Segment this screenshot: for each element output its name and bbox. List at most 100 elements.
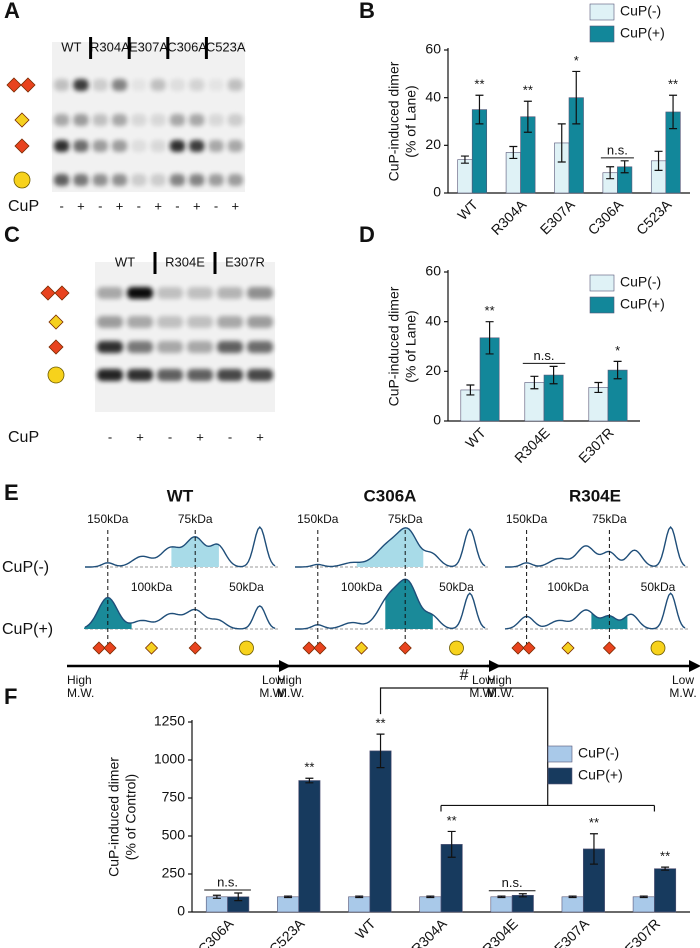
- bar: [457, 159, 473, 194]
- error-bar: [620, 160, 629, 174]
- error-bar: [606, 166, 615, 180]
- symbol-circle: [13, 171, 31, 189]
- legend-label: CuP(-): [620, 3, 661, 19]
- blot-band: [208, 79, 224, 91]
- y-tick-label: 1250: [154, 713, 185, 729]
- error-bar: [234, 892, 243, 902]
- lane-label: R304E: [165, 254, 205, 269]
- row-label: CuP(+): [2, 621, 53, 638]
- blot-band: [131, 79, 147, 91]
- blot-band: [54, 174, 70, 186]
- x-tick-label: R304A: [488, 196, 530, 238]
- profile-curve: [505, 525, 686, 568]
- error-bar: [589, 833, 598, 865]
- blot-band: [208, 140, 224, 152]
- treatment-sign: +: [136, 429, 144, 444]
- significance-label: n.s.: [502, 875, 523, 890]
- blot-band: [111, 140, 128, 152]
- y-axis-label: CuP-induced dimer: [386, 286, 402, 406]
- high-mw-label: High: [277, 673, 302, 687]
- blot-band: [169, 174, 186, 186]
- treatment-sign: +: [193, 198, 201, 213]
- legend-swatch: [589, 3, 615, 21]
- panel-letter: B: [359, 0, 375, 23]
- significance-label: **: [589, 815, 599, 830]
- blot-band: [92, 174, 108, 186]
- symbol-diamond: [313, 641, 327, 655]
- symbol-diamond: [354, 641, 369, 655]
- blot-band: [189, 140, 205, 152]
- blot-background: [95, 262, 275, 412]
- error-bar: [426, 895, 435, 899]
- high-mw-label: M.W.: [277, 686, 304, 700]
- blot-band: [217, 287, 243, 299]
- blot-band: [54, 140, 70, 152]
- blot-band: [169, 140, 186, 152]
- low-mw-label: M.W.: [469, 686, 496, 700]
- significance-label: n.s.: [607, 142, 628, 157]
- y-tick-label: 750: [162, 789, 186, 805]
- blot-band: [150, 174, 166, 186]
- significance-label: **: [668, 77, 678, 92]
- treatment-sign: -: [175, 198, 179, 213]
- blot-band: [247, 316, 273, 328]
- blot-band: [73, 114, 89, 126]
- profile-title: WT: [167, 486, 194, 505]
- symbol-circle: [47, 366, 65, 384]
- blot-band: [54, 114, 70, 126]
- symbol-diamond: [522, 641, 536, 655]
- blot-band: [227, 140, 243, 152]
- legend-swatch: [547, 767, 573, 785]
- marker-label: 100kDa: [341, 580, 383, 594]
- y-tick-label: 1000: [154, 751, 185, 767]
- lane-label: R304A: [90, 39, 130, 54]
- bar: [277, 896, 300, 913]
- blot-band: [127, 341, 153, 353]
- y-tick-label: 250: [162, 865, 186, 881]
- error-bar: [594, 381, 603, 394]
- y-tick-label: 0: [433, 412, 441, 428]
- symbol-diamond: [103, 641, 117, 655]
- x-tick-label: E307A: [537, 196, 579, 238]
- blot-band: [150, 114, 166, 126]
- lane-label: C523A: [206, 39, 246, 54]
- profile-title: R304E: [569, 486, 621, 505]
- error-bar: [530, 375, 539, 390]
- blot-band: [227, 174, 243, 186]
- high-mw-label: M.W.: [487, 686, 514, 700]
- y-axis-label: (% of Lane): [403, 310, 419, 382]
- symbol-diamond: [6, 77, 22, 93]
- error-bar: [661, 866, 670, 871]
- blot-band: [131, 140, 147, 152]
- blot-band: [227, 114, 243, 126]
- profile-curve: [295, 527, 486, 568]
- treatment-sign: +: [116, 198, 124, 213]
- error-bar: [376, 733, 385, 769]
- peak-fill: [591, 612, 628, 629]
- blot-band: [73, 140, 89, 152]
- x-tick-label: R304E: [479, 915, 521, 948]
- blot-band: [97, 369, 123, 381]
- treatment-sign: +: [154, 198, 162, 213]
- row-label: CuP(-): [2, 559, 49, 576]
- blot-band: [189, 79, 205, 91]
- significance-label: **: [474, 77, 484, 92]
- blot-band: [247, 287, 273, 299]
- y-axis-label: CuP-induced dimer: [386, 61, 402, 181]
- marker-label: 50kDa: [229, 580, 264, 594]
- low-mw-label: Low: [672, 673, 694, 687]
- panel-letter: F: [4, 684, 17, 709]
- blot-band: [111, 79, 128, 91]
- blot-band: [208, 114, 224, 126]
- panel-letter: A: [4, 0, 20, 23]
- y-tick-label: 500: [162, 827, 186, 843]
- treatment-sign: +: [77, 198, 85, 213]
- profile-curve: [84, 596, 276, 630]
- bar: [490, 896, 513, 913]
- treatment-sign: -: [59, 198, 63, 213]
- x-tick-label: E307A: [551, 915, 593, 948]
- blot-band: [217, 316, 243, 328]
- symbol-diamond: [144, 641, 159, 655]
- bar: [419, 896, 442, 913]
